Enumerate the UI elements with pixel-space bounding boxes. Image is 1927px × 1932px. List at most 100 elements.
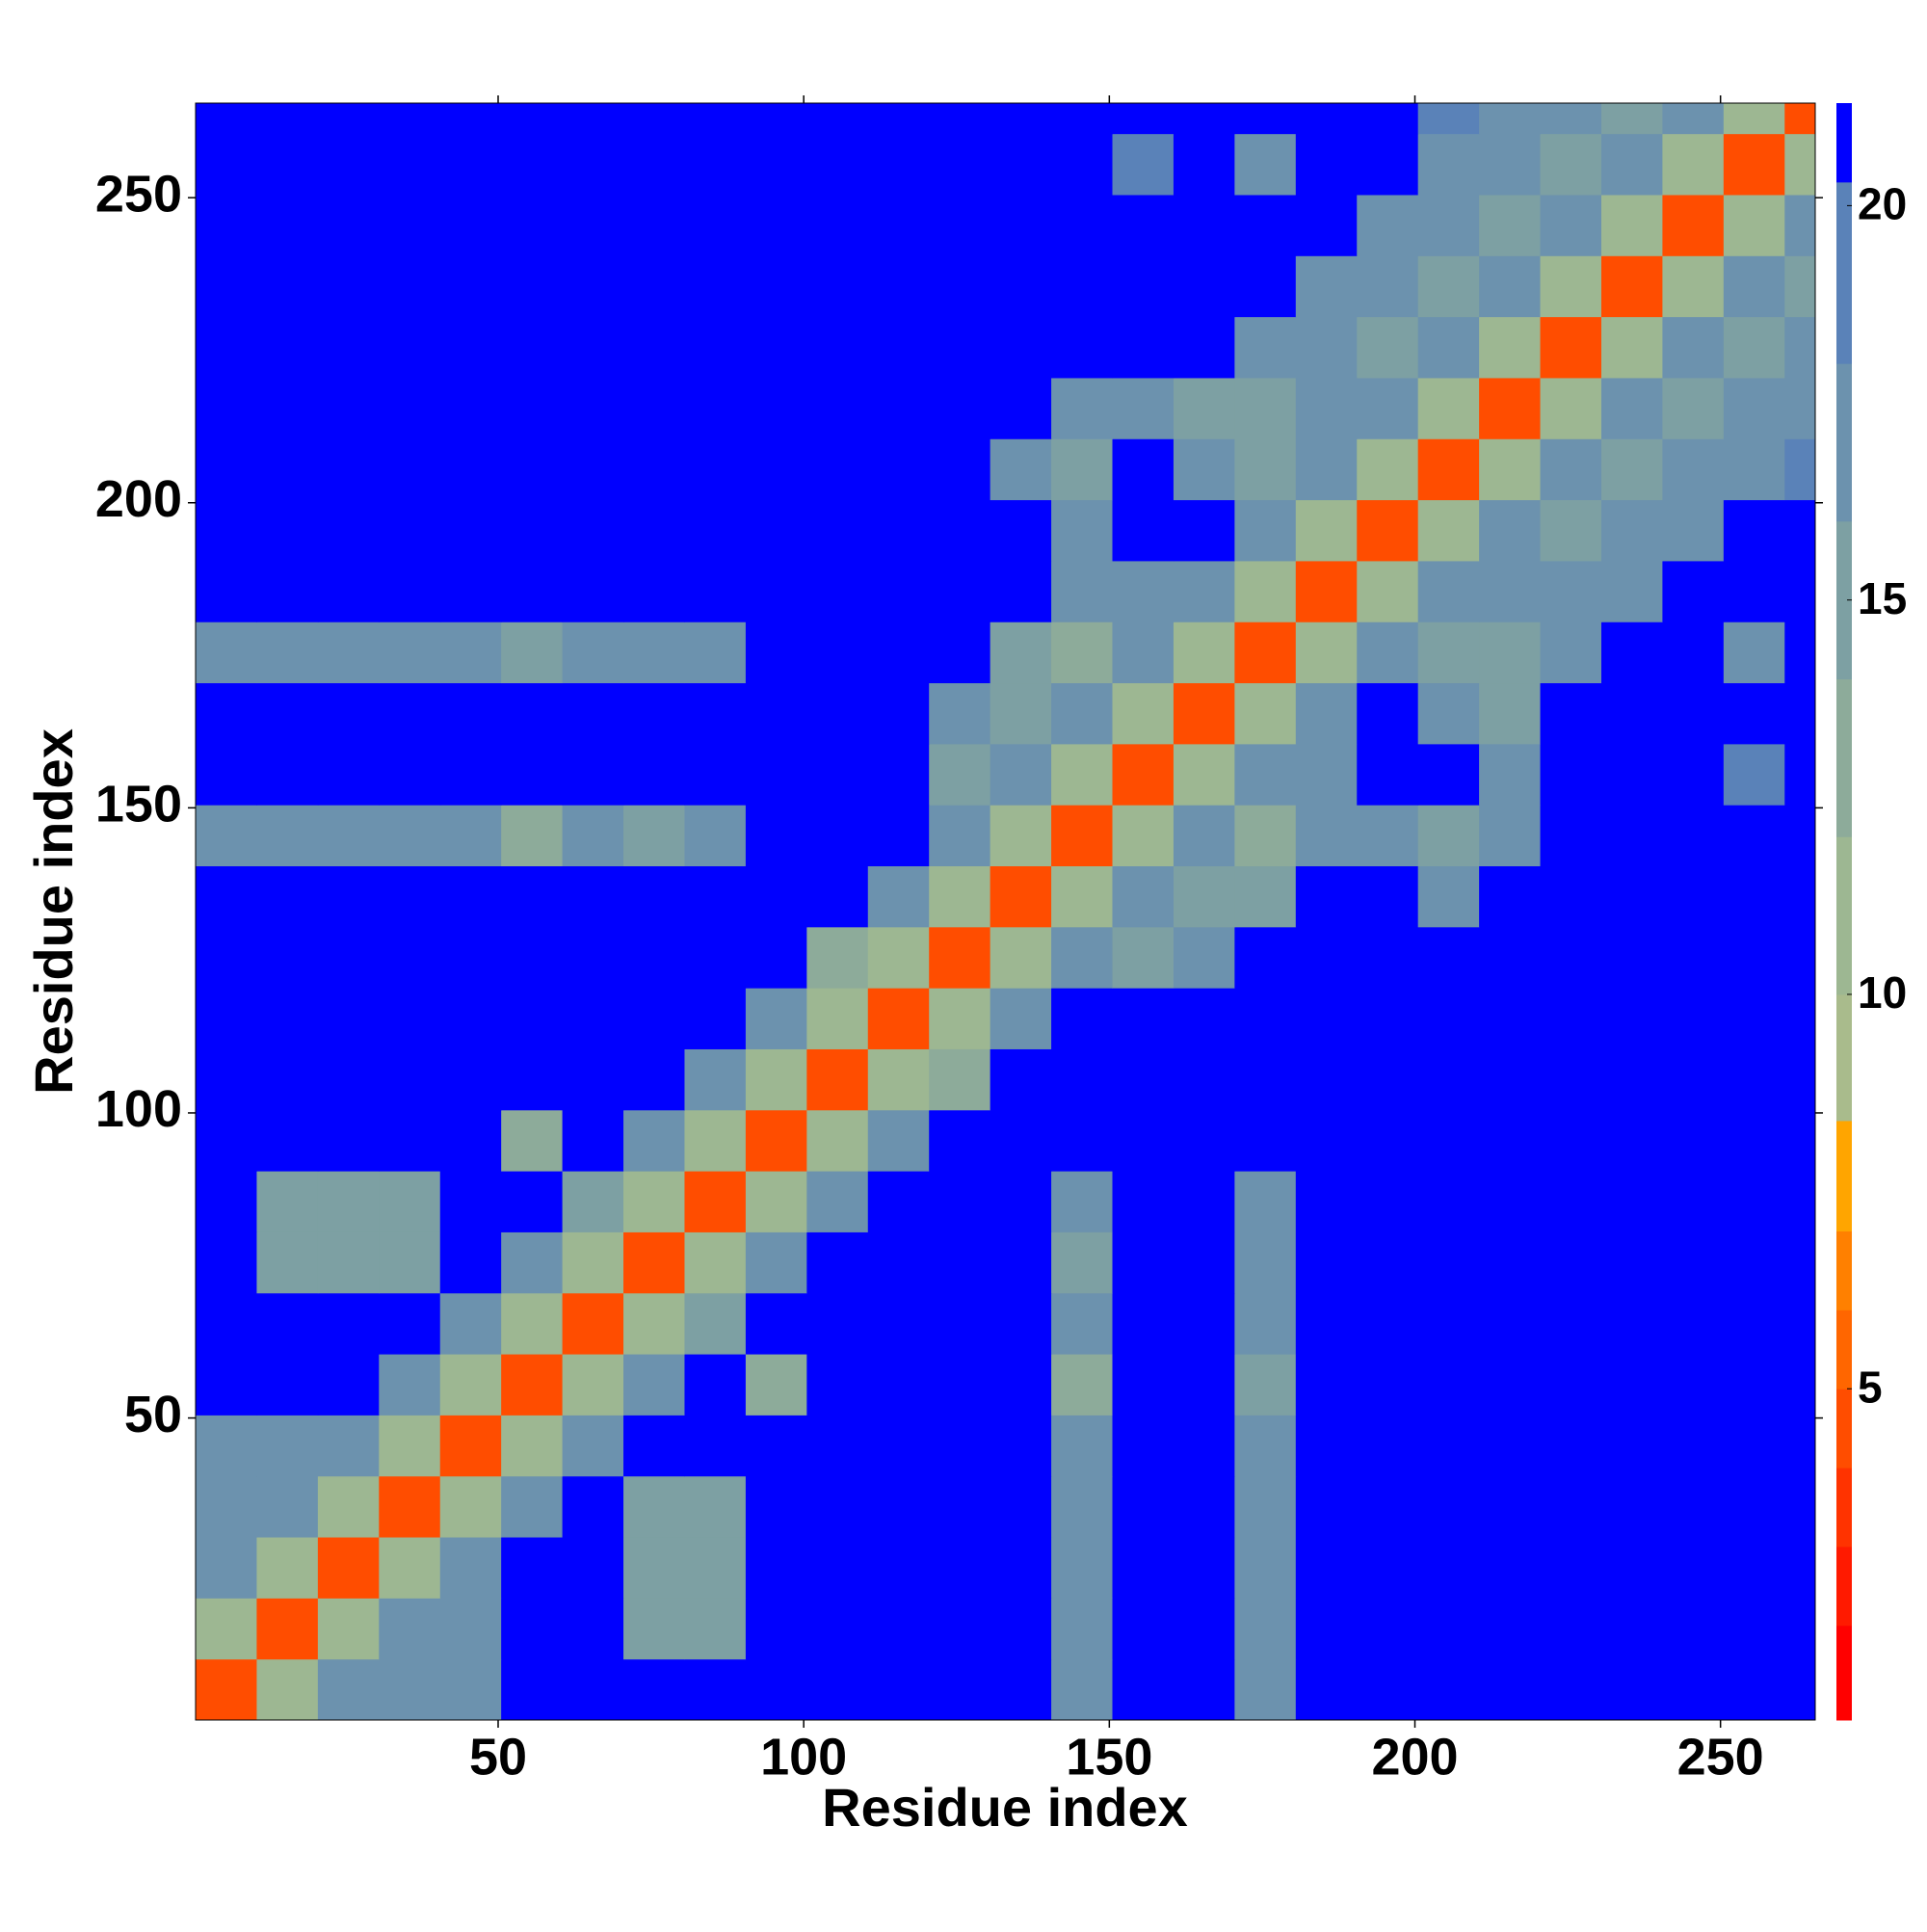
heatmap-cell (1173, 377, 1235, 439)
heatmap-cell (1173, 1354, 1235, 1416)
heatmap-cell (990, 1048, 1052, 1111)
heatmap-cell (1173, 1292, 1235, 1355)
heatmap-cell (1600, 743, 1663, 806)
heatmap-cell (1479, 1415, 1542, 1477)
heatmap-cell (1600, 1415, 1663, 1477)
heatmap-cell (317, 622, 380, 684)
heatmap-cell (379, 438, 441, 501)
heatmap-cell (1173, 622, 1235, 684)
heatmap-cell (317, 1415, 380, 1477)
heatmap-cell (1112, 133, 1175, 196)
heatmap-cell (1112, 1292, 1175, 1355)
heatmap-cell (929, 1598, 991, 1660)
heatmap-cell (1479, 805, 1542, 867)
heatmap-cell (1173, 1475, 1235, 1538)
heatmap-cell (196, 377, 257, 439)
colorbar-segment (1836, 1389, 1852, 1469)
heatmap-cell (1540, 499, 1602, 562)
heatmap-cell (1357, 377, 1419, 439)
heatmap-cell (317, 1171, 380, 1232)
heatmap-cell (1723, 805, 1785, 867)
heatmap-cell (1784, 103, 1816, 135)
heatmap-cell (256, 1048, 319, 1111)
heatmap-cell (317, 103, 380, 135)
heatmap-cell (1662, 622, 1725, 684)
heatmap-cell (745, 743, 807, 806)
heatmap-cell (1234, 103, 1297, 135)
heatmap-cell (1051, 1475, 1114, 1538)
heatmap-cell (317, 1658, 380, 1721)
heatmap-cell (1417, 560, 1480, 622)
heatmap-cell (867, 622, 930, 684)
heatmap-cell (1112, 682, 1175, 745)
heatmap-cell (1600, 988, 1663, 1049)
heatmap-cell (684, 438, 747, 501)
heatmap-cell (1540, 438, 1602, 501)
heatmap-cell (1540, 865, 1602, 928)
heatmap-cell (1723, 988, 1785, 1049)
heatmap-cell (990, 1109, 1052, 1172)
heatmap-cell (501, 194, 564, 256)
heatmap-cell (196, 194, 257, 256)
heatmap-cell (562, 805, 624, 867)
heatmap-cell (1173, 499, 1235, 562)
heatmap-cell (256, 438, 319, 501)
heatmap-cell (317, 1048, 380, 1111)
heatmap-cell (196, 255, 257, 318)
heatmap-cell (379, 805, 441, 867)
heatmap-cell (1540, 560, 1602, 622)
heatmap-cell (990, 865, 1052, 928)
heatmap-cell (439, 316, 502, 379)
heatmap-cell (1600, 255, 1663, 318)
heatmap-cell (929, 1658, 991, 1721)
heatmap-cell (196, 133, 257, 196)
heatmap-cell (929, 1415, 991, 1477)
heatmap-cell (1600, 316, 1663, 379)
heatmap-cell (1479, 865, 1542, 928)
heatmap-cell (1723, 682, 1785, 745)
heatmap-cell (1051, 1354, 1114, 1416)
y-axis-label: Residue index (23, 728, 84, 1095)
heatmap-cell (929, 743, 991, 806)
x-tick-label: 50 (469, 1728, 527, 1786)
heatmap-cell (439, 133, 502, 196)
heatmap-cell (1357, 1537, 1419, 1599)
heatmap-cell (1112, 1231, 1175, 1294)
heatmap-cell (256, 377, 319, 439)
heatmap-cell (806, 682, 869, 745)
heatmap-cell (684, 1354, 747, 1416)
heatmap-cell (806, 316, 869, 379)
heatmap-cell (1357, 316, 1419, 379)
heatmap-cell (929, 865, 991, 928)
heatmap-cell (1234, 743, 1297, 806)
heatmap-cell (379, 194, 441, 256)
heatmap-cell (1295, 1537, 1358, 1599)
heatmap-cell (1112, 1415, 1175, 1477)
heatmap-cell (1479, 1598, 1542, 1660)
heatmap-cell (501, 1475, 564, 1538)
heatmap-cell (1173, 865, 1235, 928)
heatmap-cell (196, 1354, 257, 1416)
heatmap-cell (929, 560, 991, 622)
heatmap-cell (929, 926, 991, 989)
heatmap-cell (623, 377, 685, 439)
colorbar-segment (1836, 103, 1852, 183)
heatmap-cell (501, 743, 564, 806)
heatmap-cell (1662, 1109, 1725, 1172)
heatmap-cell (1540, 926, 1602, 989)
heatmap-cell (1540, 682, 1602, 745)
heatmap-cell (1295, 622, 1358, 684)
heatmap-cell (1234, 1354, 1297, 1416)
heatmap-cell (867, 1598, 930, 1660)
heatmap-cell (623, 988, 685, 1049)
heatmap-cell (562, 560, 624, 622)
heatmap-cell (745, 1109, 807, 1172)
heatmap-cell (1662, 1171, 1725, 1232)
heatmap-cell (1784, 1415, 1816, 1477)
heatmap-cell (1051, 316, 1114, 379)
heatmap-cell (806, 1415, 869, 1477)
heatmap-cell (1723, 1475, 1785, 1538)
heatmap-cell (501, 1171, 564, 1232)
heatmap-cell (1662, 316, 1725, 379)
heatmap-cell (684, 926, 747, 989)
